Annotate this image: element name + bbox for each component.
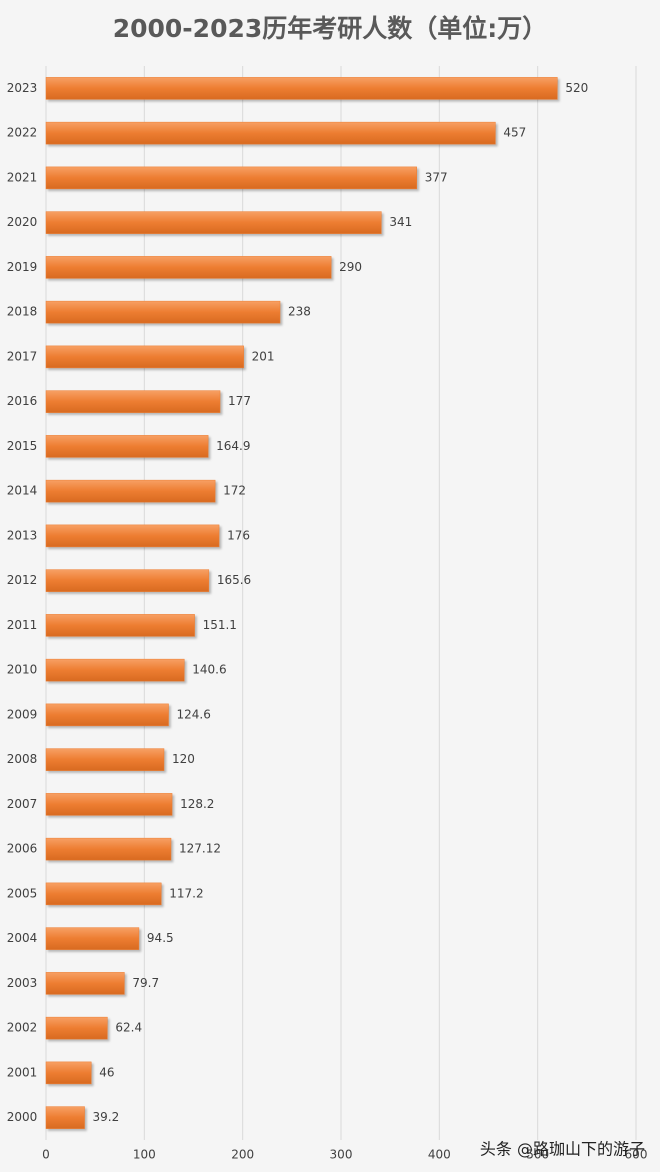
bar [45,77,558,100]
data-label: 165.6 [217,573,251,587]
bar [45,837,172,861]
watermark: 头条 @路珈山下的游子 [480,1140,645,1159]
bar [45,345,244,369]
y-tick-label: 2000 [7,1110,38,1124]
chart-title: 2000-2023历年考研人数（单位:万） [113,14,548,43]
y-tick-label: 2004 [7,931,38,945]
x-tick-label: 300 [330,1148,353,1162]
data-label: 238 [288,305,311,319]
y-tick-label: 2020 [7,215,38,229]
data-label: 94.5 [147,931,174,945]
y-tick-label: 2009 [7,707,38,721]
bar [45,121,496,145]
bar [45,211,382,234]
bar [45,1061,92,1085]
y-tick-label: 2007 [7,797,38,811]
data-label: 128.2 [180,797,214,811]
bar [45,435,209,458]
y-tick-label: 2023 [7,81,38,95]
y-tick-label: 2003 [7,976,38,990]
x-tick-label: 600 [625,1148,648,1162]
bar [45,479,216,503]
data-label: 290 [339,260,362,274]
data-label: 117.2 [169,886,203,900]
y-tick-label: 2002 [7,1021,38,1035]
data-label: 39.2 [93,1110,120,1124]
y-tick-label: 2001 [7,1065,38,1079]
x-tick-label: 0 [42,1148,50,1162]
data-label: 341 [389,215,412,229]
y-tick-label: 2012 [7,573,38,587]
y-tick-label: 2022 [7,126,38,140]
y-tick-label: 2010 [7,663,38,677]
x-tick-label: 100 [133,1148,156,1162]
plot-area: 0 100 200 300 400 500 600 2023 520 2022 457 2021 377… [7,66,648,1162]
data-label: 377 [425,170,448,184]
bar [45,748,165,771]
bar [45,1106,85,1129]
x-tick-label: 500 [526,1148,549,1162]
y-tick-label: 2006 [7,842,38,856]
x-tick-label: 200 [231,1148,254,1162]
data-label: 177 [228,394,251,408]
data-label: 124.6 [177,707,211,721]
y-tick-label: 2016 [7,394,38,408]
y-tick-label: 2019 [7,260,38,274]
y-tick-label: 2018 [7,305,38,319]
data-label: 176 [227,528,250,542]
data-label: 46 [99,1065,114,1079]
bar [45,300,281,324]
data-label: 120 [172,752,195,766]
y-tick-label: 2017 [7,349,38,363]
data-label: 127.12 [179,842,221,856]
y-tick-label: 2005 [7,886,38,900]
y-tick-label: 2014 [7,484,38,498]
bar [45,166,417,190]
data-label: 172 [223,484,246,498]
x-tick-label: 400 [428,1148,451,1162]
bar [45,614,195,637]
bar [45,658,185,682]
bar [45,927,140,950]
data-label: 201 [252,349,275,363]
data-label: 140.6 [192,663,226,677]
y-tick-label: 2011 [7,618,38,632]
data-label: 520 [565,81,588,95]
bar [45,793,173,816]
bar [45,703,169,727]
bar [45,524,220,548]
data-label: 457 [503,126,526,140]
data-label: 62.4 [115,1021,142,1035]
y-tick-label: 2015 [7,439,38,453]
bar [45,569,210,592]
data-label: 79.7 [132,976,159,990]
bar [45,882,162,906]
y-tick-label: 2008 [7,752,38,766]
data-label: 164.9 [216,439,250,453]
data-label: 151.1 [203,618,237,632]
y-tick-label: 2021 [7,170,38,184]
bar [45,972,125,995]
bar [45,390,221,413]
bar [45,1016,108,1040]
y-tick-label: 2013 [7,528,38,542]
bar [45,256,332,279]
